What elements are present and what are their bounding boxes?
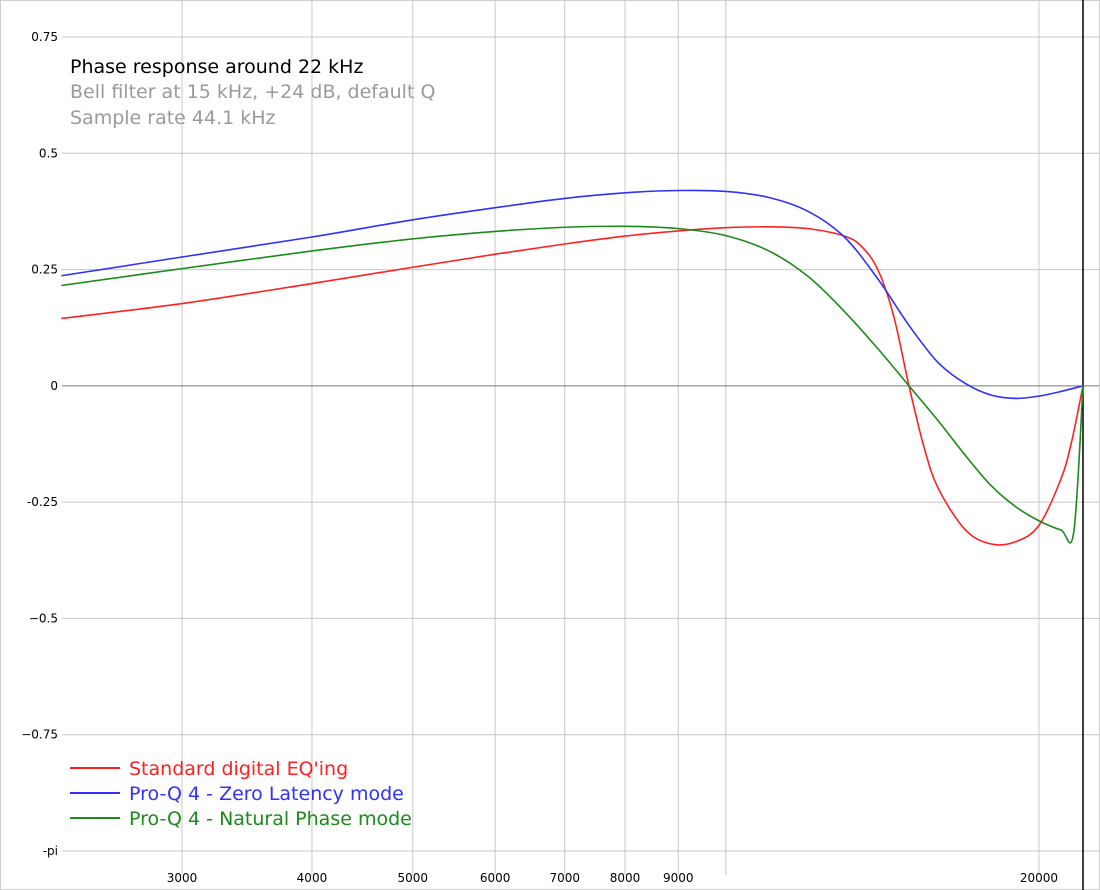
y-tick-label: 0	[50, 379, 58, 393]
x-tick-label: 9000	[663, 871, 694, 885]
legend-label-zero-latency: Pro-Q 4 - Zero Latency mode	[129, 783, 404, 805]
series-line-1	[61, 189, 1084, 400]
series-line-0	[61, 225, 1084, 546]
legend: Standard digital EQ'ing Pro-Q 4 - Zero L…	[70, 758, 412, 830]
y-tick-label: -pi	[43, 844, 58, 858]
legend-label-natural-phase: Pro-Q 4 - Natural Phase mode	[129, 808, 412, 830]
chart-title: Phase response around 22 kHz	[70, 56, 363, 78]
y-tick-label: 0.25	[31, 263, 58, 277]
chart-subtitle-1: Bell filter at 15 kHz, +24 dB, default Q	[70, 81, 435, 103]
x-tick-label: 6000	[480, 871, 511, 885]
y-grid	[62, 36, 1100, 852]
y-tick-label: 0.5	[39, 146, 58, 160]
x-tick-label: 20000	[1020, 871, 1058, 885]
y-tick-label: −0.5	[29, 611, 58, 625]
y-tick-label: -0.25	[27, 495, 58, 509]
y-tick-label: −0.75	[21, 728, 58, 742]
legend-label-standard: Standard digital EQ'ing	[129, 758, 348, 780]
x-tick-label: 5000	[397, 871, 428, 885]
y-tick-labels: 0.75 0.5 0.25 0 -0.25 −0.5 −0.75 -pi	[21, 30, 58, 858]
series-lines	[61, 189, 1084, 546]
x-tick-label: 7000	[549, 871, 580, 885]
x-tick-label: 3000	[167, 871, 198, 885]
x-tick-label: 4000	[297, 871, 328, 885]
x-grid	[181, 0, 1040, 875]
y-tick-label: 0.75	[31, 30, 58, 44]
chart-subtitle-2: Sample rate 44.1 kHz	[70, 107, 276, 129]
x-tick-labels: 3000 4000 5000 6000 7000 8000 9000 20000	[167, 871, 1058, 885]
x-tick-label: 8000	[610, 871, 641, 885]
series-line-2	[61, 225, 1084, 544]
